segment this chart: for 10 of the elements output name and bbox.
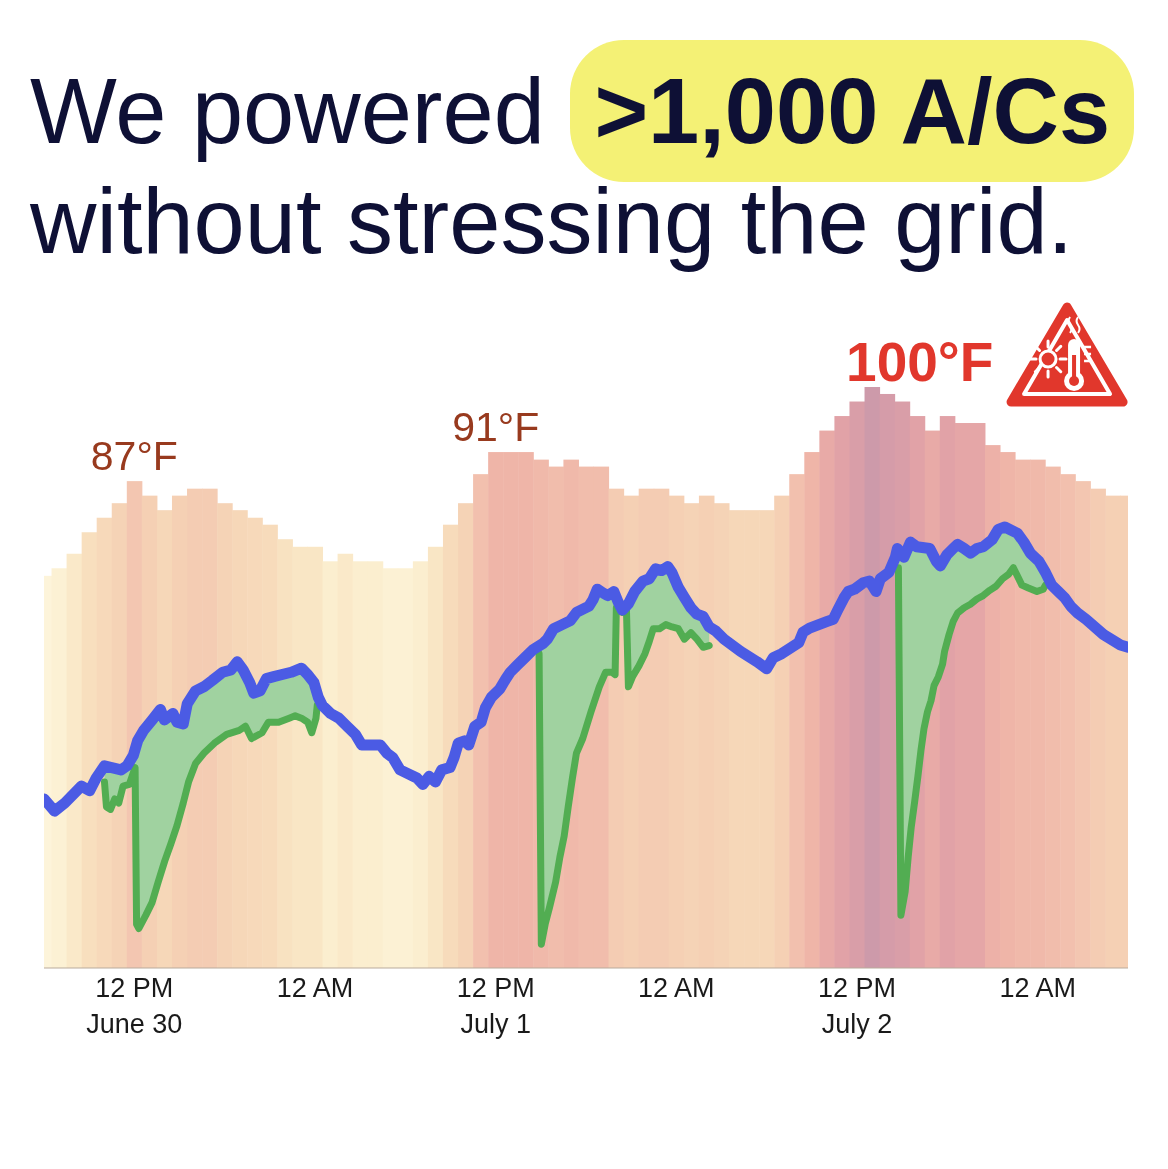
x-tick-label: 12 PM June 30 [86, 973, 183, 1039]
x-tick-label: 12 AM [638, 973, 715, 1003]
x-tick-label: 12 PM July 1 [456, 973, 535, 1039]
annotation: 100°F [846, 331, 994, 393]
x-tick-label: 12 AM [276, 973, 354, 1003]
annotation: 91°F [452, 404, 540, 451]
x-tick-label: 12 AM [999, 973, 1076, 1003]
highlight-pill: >1,000 A/Cs [570, 40, 1135, 182]
x-tick-label: 12 PM July 2 [817, 973, 897, 1039]
annotation: 87°F [90, 433, 178, 480]
